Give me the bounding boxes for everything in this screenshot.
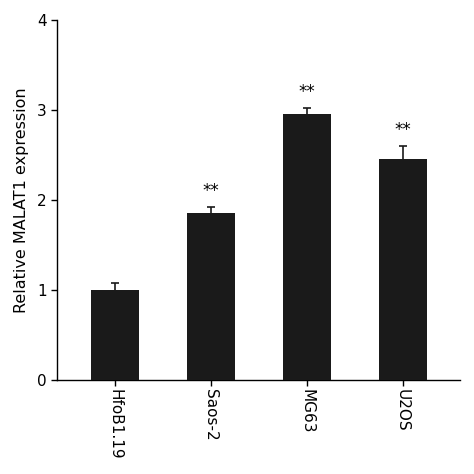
Bar [379,159,427,380]
Y-axis label: Relative MALAT1 expression: Relative MALAT1 expression [14,87,29,313]
Bar [187,213,235,380]
Text: **: ** [298,83,315,101]
Text: **: ** [202,182,219,200]
Bar [91,290,139,380]
Text: **: ** [394,121,411,139]
Bar [283,114,331,380]
